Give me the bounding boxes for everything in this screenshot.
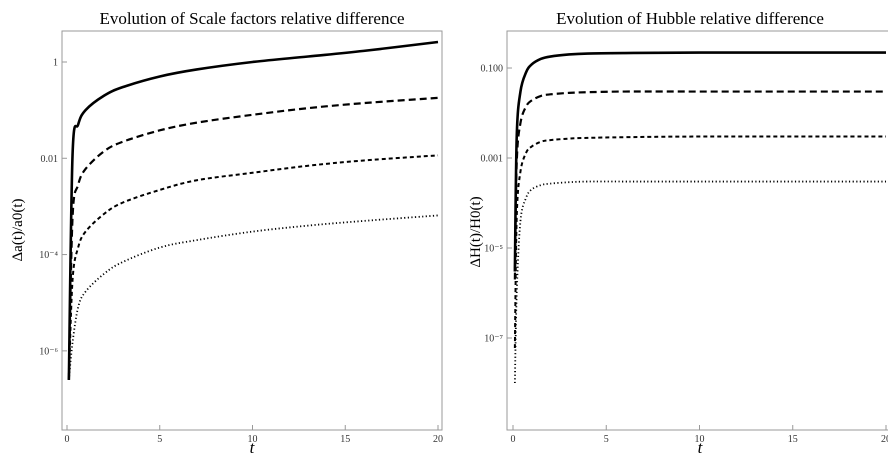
scale-factor-series-dashed-line bbox=[67, 96, 439, 380]
scale-factor-x-tick-label: 0 bbox=[65, 434, 70, 445]
scale-factor-y-axis-label: Δa(t)/a0(t) bbox=[10, 199, 26, 262]
hubble-x-tick-label: 20 bbox=[881, 434, 888, 445]
scale-factor-chart-title: Evolution of Scale factors relative diff… bbox=[99, 9, 404, 28]
scale-factor-series-solid-line bbox=[67, 40, 439, 380]
hubble-x-tick-label: 15 bbox=[788, 434, 798, 445]
scale-factor-series-dotted-line bbox=[67, 214, 439, 380]
scale-factor-x-axis-label: t bbox=[250, 438, 256, 457]
hubble-chart-title: Evolution of Hubble relative difference bbox=[556, 9, 824, 28]
scale-factor-series-short-dashed-line bbox=[67, 154, 439, 380]
hubble-series-dashed-line bbox=[513, 90, 886, 280]
scale-factor-y-tick-label: 0.01 bbox=[41, 154, 59, 165]
hubble-y-axis-label: ΔH(t)/H0(t) bbox=[468, 196, 484, 267]
scale-factor-y-tick-label: 10⁻⁶ bbox=[39, 346, 58, 357]
scale-factor-x-tick-label: 20 bbox=[433, 434, 443, 445]
hubble-x-axis-label: t bbox=[698, 438, 704, 457]
hubble-panel: Evolution of Hubble relative difference … bbox=[468, 9, 888, 457]
scale-factor-x-tick-label: 15 bbox=[340, 434, 350, 445]
hubble-y-tick-label: 0.001 bbox=[481, 154, 504, 165]
scale-factor-x-tick-label: 5 bbox=[157, 434, 162, 445]
hubble-plot-frame bbox=[506, 30, 888, 431]
hubble-x-tick-label: 0 bbox=[511, 434, 516, 445]
scale-factor-y-tick-label: 1 bbox=[53, 57, 58, 68]
hubble-series-short-dashed-line bbox=[513, 135, 887, 349]
hubble-x-tick-label: 10 bbox=[695, 434, 705, 445]
hubble-y-tick-label: 10⁻⁵ bbox=[484, 244, 503, 255]
hubble-x-tick-label: 5 bbox=[604, 434, 609, 445]
scale-factor-y-tick-label: 10⁻⁴ bbox=[39, 250, 58, 261]
scale-factor-plot-frame bbox=[61, 30, 443, 431]
scale-factor-x-tick-label: 10 bbox=[248, 434, 258, 445]
hubble-y-tick-label: 10⁻⁷ bbox=[484, 334, 503, 345]
hubble-series-dotted-line bbox=[513, 180, 886, 384]
hubble-y-tick-label: 0.100 bbox=[481, 64, 504, 75]
scale-factor-panel: Evolution of Scale factors relative diff… bbox=[10, 9, 443, 457]
hubble-series-solid-line bbox=[513, 51, 887, 272]
